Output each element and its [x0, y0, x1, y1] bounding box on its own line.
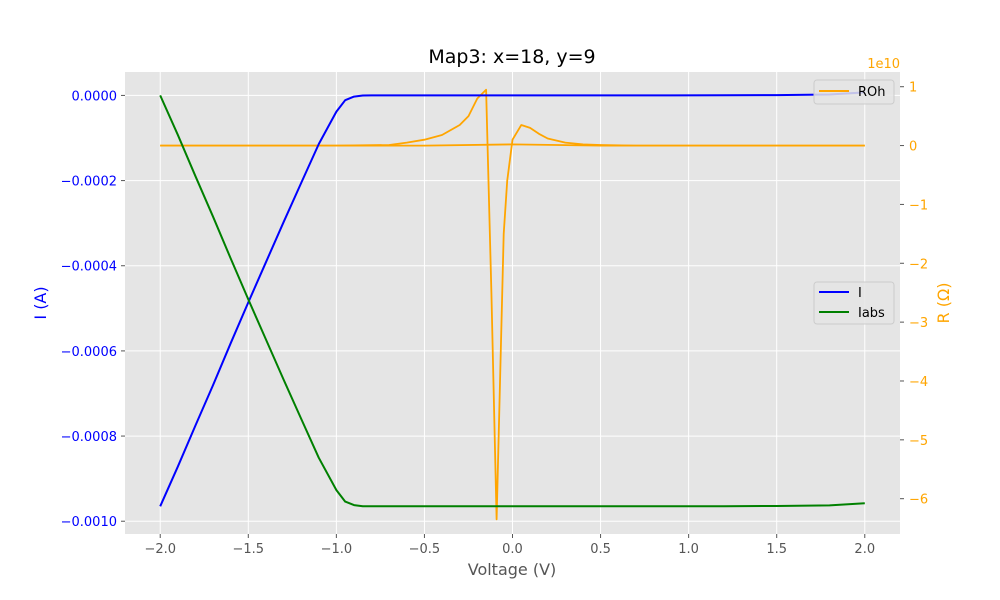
- x-tick-label: −1.5: [233, 542, 265, 557]
- x-tick-label: 2.0: [854, 542, 875, 557]
- legend-roh: ROh: [814, 80, 894, 104]
- y-right-tick-label: −4: [909, 375, 928, 390]
- x-tick-label: 1.0: [678, 542, 699, 557]
- x-tick-label: 0.5: [590, 542, 611, 557]
- legend-i-label: I: [858, 286, 862, 301]
- x-tick-label: 0.0: [502, 542, 523, 557]
- y-right-tick-label: −3: [909, 316, 928, 331]
- x-tick-label: −1.0: [321, 542, 353, 557]
- legend-currents: I Iabs: [814, 282, 894, 324]
- x-tick-label: −2.0: [144, 542, 176, 557]
- y-left-tick-label: −0.0008: [61, 430, 117, 445]
- y-right-tick-label: −5: [909, 434, 928, 449]
- y-right-tick-label: 0: [909, 140, 917, 155]
- y-right-tick-label: −2: [909, 257, 928, 272]
- x-tick-label: 1.5: [766, 542, 787, 557]
- y-left-axis-label: I (A): [31, 286, 50, 319]
- y-right-tick-label: −1: [909, 198, 928, 213]
- x-tick-label: −0.5: [409, 542, 441, 557]
- y-left-tick-label: −0.0002: [61, 175, 117, 190]
- y-left-tick-label: 0.0000: [72, 89, 118, 104]
- y-left-tick-label: −0.0006: [61, 345, 117, 360]
- legend-roh-label: ROh: [858, 85, 886, 100]
- y-right-axis-exponent: 1e10: [867, 57, 900, 72]
- legend-iabs-label: Iabs: [858, 306, 885, 321]
- chart-title: Map3: x=18, y=9: [428, 46, 595, 68]
- y-right-tick-label: −6: [909, 493, 928, 508]
- y-right-axis-label: R (Ω): [934, 283, 953, 324]
- y-left-tick-label: −0.0004: [61, 260, 117, 275]
- y-right-tick-label: 1: [909, 81, 917, 96]
- y-left-tick-label: −0.0010: [61, 515, 117, 530]
- x-axis-label: Voltage (V): [468, 560, 557, 579]
